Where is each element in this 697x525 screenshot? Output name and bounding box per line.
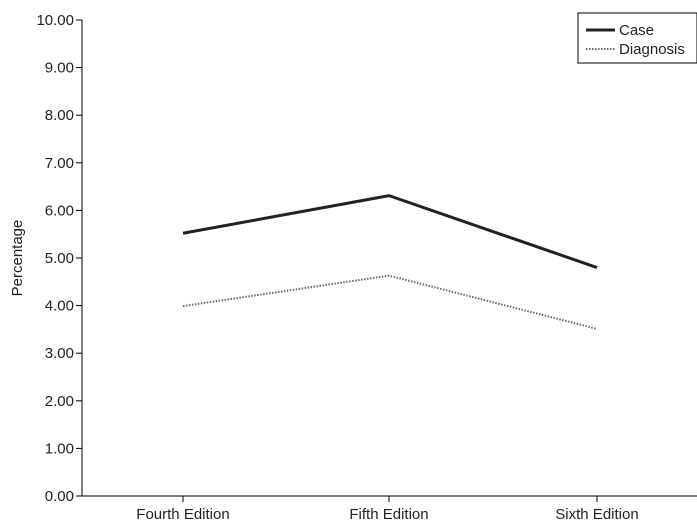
y-tick-label: 1.00 — [45, 440, 74, 457]
series-layer — [182, 194, 598, 330]
y-tick-label: 0.00 — [45, 488, 74, 505]
series-line-case — [182, 194, 598, 269]
y-tick-label: 8.00 — [45, 107, 74, 124]
legend: Case Diagnosis — [577, 12, 697, 64]
x-tick-label: Fourth Edition — [136, 506, 229, 523]
y-tick-label: 9.00 — [45, 60, 74, 77]
legend-box — [577, 12, 697, 64]
y-tick-label: 4.00 — [45, 298, 74, 315]
y-tick-label: 5.00 — [45, 250, 74, 267]
x-axis: Fourth Edition Fifth Edition Sixth Edition — [82, 495, 697, 523]
legend-label-diagnosis: Diagnosis — [619, 41, 685, 58]
y-axis: 0.00 1.00 2.00 3.00 4.00 5.00 6.00 7.00 8.00 9.00… — [36, 12, 83, 505]
series-line-diagnosis — [182, 274, 598, 330]
x-tick-label: Fifth Edition — [349, 506, 428, 523]
x-ticks: Fourth Edition Fifth Edition Sixth Edition — [136, 496, 639, 523]
y-tick-label: 7.00 — [45, 155, 74, 172]
y-tick-label: 3.00 — [45, 345, 74, 362]
y-ticks: 0.00 1.00 2.00 3.00 4.00 5.00 6.00 7.00 8.00 9.00… — [36, 12, 82, 505]
y-tick-label: 2.00 — [45, 393, 74, 410]
y-axis-title: Percentage — [9, 220, 26, 297]
y-tick-label: 10.00 — [36, 12, 74, 29]
x-tick-label: Sixth Edition — [555, 506, 638, 523]
legend-label-case: Case — [619, 22, 654, 39]
y-tick-label: 6.00 — [45, 202, 74, 219]
